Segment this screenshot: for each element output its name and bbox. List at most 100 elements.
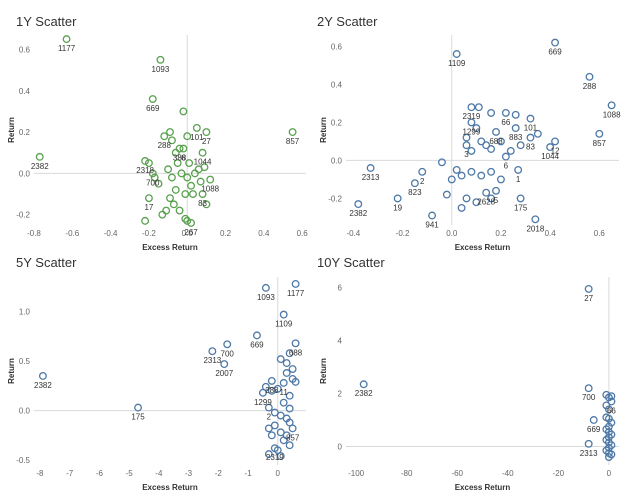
point-label: 2318 (136, 166, 154, 175)
scatter-point (35, 152, 44, 161)
y-axis-label: Return (319, 117, 328, 143)
y-tick-label: 0.5 (19, 357, 31, 366)
point-label: 669 (250, 340, 264, 349)
scatter-point (492, 186, 500, 195)
y-axis-label: Return (319, 358, 328, 384)
point-label: 267 (184, 228, 198, 237)
y-tick-label: 0.6 (331, 42, 343, 51)
chart-title: 10Y Scatter (317, 255, 385, 270)
x-tick-label: -20 (553, 469, 565, 478)
point-label: 2382 (355, 389, 373, 398)
point-label: 1109 (275, 320, 293, 329)
scatter-point (531, 215, 540, 224)
point-label: 101 (190, 133, 204, 142)
scatter-point (173, 159, 182, 167)
x-tick-label: 0.0 (446, 229, 458, 238)
point-label: 175 (131, 413, 145, 422)
panel-5y: 5Y Scatter -8 -7 -6 -5 -4 -3 -2 -1 0 -0.5 0.0 0.5 1.… (0, 245, 314, 490)
scatter-point (291, 339, 300, 348)
scatter-point (467, 167, 476, 176)
scatter-point (164, 165, 173, 174)
point-label: 288 (158, 141, 172, 150)
scatter-point (516, 141, 525, 150)
point-label: 83 (526, 143, 535, 152)
point-label: 2007 (215, 369, 233, 378)
x-tick-label: -80 (401, 469, 413, 478)
scatter-point (181, 190, 190, 198)
scatter-point (285, 404, 294, 413)
scatter-point (282, 359, 291, 368)
scatter-point (156, 55, 165, 64)
point-label: 2382 (31, 162, 49, 171)
point-label: 388 (173, 154, 187, 163)
scatter-point (467, 118, 476, 127)
scatter-point (267, 386, 276, 395)
x-tick-label: 0.4 (545, 229, 557, 238)
scatter-point (291, 279, 300, 288)
panel-1y: 1Y Scatter -0.8 -0.6 -0.4 -0.2 0.0 0.2 0.4 0.6-… (0, 0, 314, 252)
scatter-point (496, 137, 505, 146)
x-tick-label: -2 (215, 469, 223, 478)
scatter-point (472, 198, 481, 207)
scatter-point (202, 200, 211, 209)
point-label: 1088 (201, 185, 219, 194)
scatter-point (187, 181, 196, 190)
point-label: 2319 (266, 453, 284, 462)
point-label: 17 (144, 203, 153, 212)
y-tick-label: -0.5 (16, 456, 30, 465)
scatter-point (354, 200, 363, 209)
x-tick-label: -0.2 (142, 229, 156, 238)
scatter-plot: -0.8 -0.6 -0.4 -0.2 0.0 0.2 0.4 0.6 -0.2 0.0 0.2 0.… (7, 35, 308, 252)
scatter-point (282, 369, 291, 377)
point-label: 83 (198, 199, 207, 208)
chart-title: 1Y Scatter (16, 14, 77, 29)
x-tick-label: 0.6 (594, 229, 606, 238)
scatter-point (261, 283, 270, 292)
point-label: 12 (551, 146, 560, 155)
scatter-point (264, 424, 273, 433)
point-label: 669 (548, 48, 562, 57)
x-tick-label: -0.6 (65, 229, 79, 238)
scatter-point (359, 380, 368, 389)
scatter-point (288, 424, 297, 433)
x-tick-label: 0.0 (182, 229, 194, 238)
scatter-point (177, 169, 186, 178)
scatter-point (279, 378, 288, 387)
scatter-point (183, 132, 192, 141)
x-tick-label: 0 (607, 469, 612, 478)
point-label: 1088 (603, 110, 621, 119)
y-tick-label: 0 (338, 442, 343, 451)
scatter-point (511, 110, 520, 119)
scatter-point (183, 173, 192, 182)
point-label: 1299 (463, 127, 481, 136)
scatter-point (270, 421, 279, 430)
point-label: 688 (489, 137, 503, 146)
scatter-point (607, 101, 616, 110)
scatter-point (607, 397, 616, 406)
scatter-point (288, 365, 297, 373)
point-label: 27 (584, 294, 593, 303)
point-label: 700 (146, 178, 160, 187)
panel-2y: 2Y Scatter -0.4 -0.2 0.0 0.2 0.4 0.6 -0.2 0.0 0.… (314, 0, 627, 252)
scatter-point (511, 124, 520, 133)
point-label: 2 (267, 413, 272, 422)
scatter-point (467, 146, 476, 155)
point-label: 19 (393, 203, 402, 212)
x-tick-label: -40 (502, 469, 514, 478)
scatter-point (273, 446, 282, 455)
x-axis-label: Excess Return (142, 483, 198, 490)
point-label: 2313 (580, 449, 598, 458)
scatter-point (144, 159, 153, 167)
scatter-point (551, 38, 560, 47)
scatter-point (160, 132, 169, 141)
scatter-point (366, 164, 375, 172)
y-tick-label: 0.2 (19, 128, 31, 137)
point-label: 2313 (362, 173, 380, 182)
scatter-point (169, 200, 178, 209)
point-label: 175 (514, 203, 528, 212)
x-axis-label: Excess Return (142, 243, 198, 252)
scatter-point (134, 403, 142, 412)
point-label: 2018 (526, 224, 544, 233)
x-tick-label: 0.2 (220, 229, 232, 238)
scatter-point (223, 340, 232, 349)
